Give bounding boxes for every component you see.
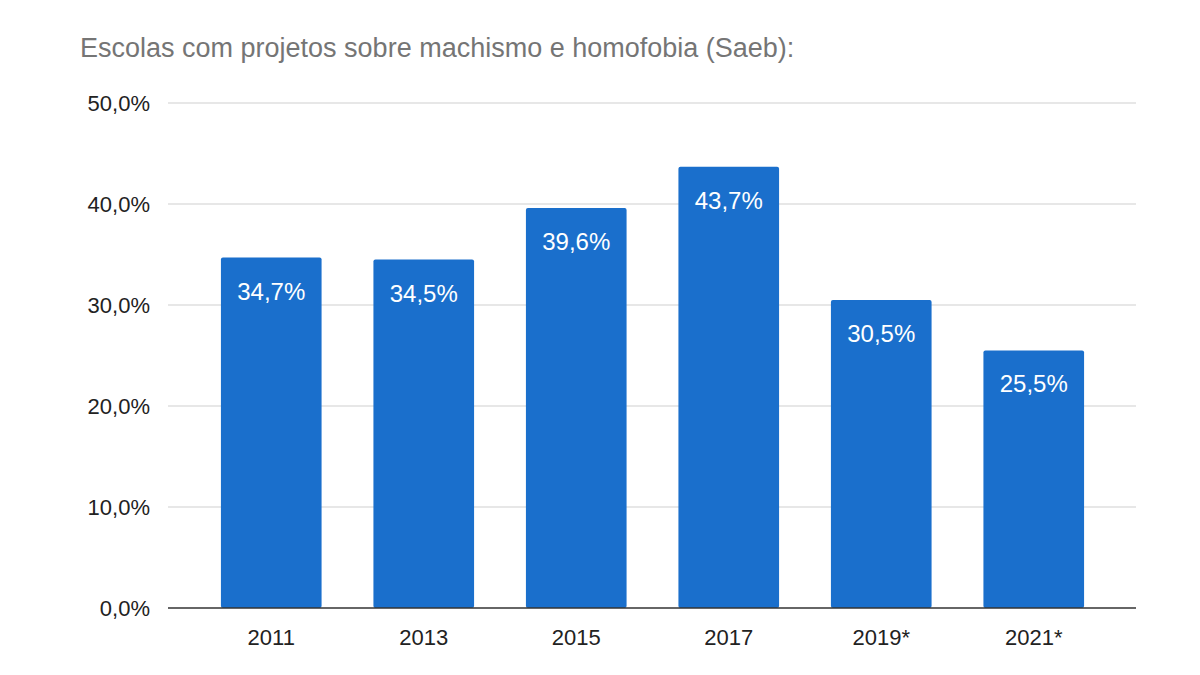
- y-tick-label: 20,0%: [88, 394, 150, 419]
- y-tick-label: 50,0%: [88, 91, 150, 116]
- grid-line: [168, 203, 1136, 204]
- data-label: 34,5%: [390, 280, 458, 307]
- y-tick-label: 40,0%: [88, 192, 150, 217]
- grid-line: [168, 102, 1136, 103]
- bar: [373, 260, 474, 608]
- chart-title: Escolas com projetos sobre machismo e ho…: [80, 33, 794, 63]
- data-label: 30,5%: [847, 320, 915, 347]
- data-label: 43,7%: [695, 187, 763, 214]
- bars: [221, 167, 1084, 608]
- bar: [983, 350, 1084, 608]
- bar: [221, 258, 322, 608]
- x-tick-label: 2011: [248, 625, 295, 650]
- bar: [678, 167, 779, 608]
- x-tick-label: 2021*: [1005, 625, 1063, 650]
- x-tick-label: 2019*: [852, 625, 910, 650]
- x-axis-line: [168, 607, 1136, 609]
- data-label: 39,6%: [542, 228, 610, 255]
- bar: [831, 300, 932, 608]
- x-tick-label: 2013: [399, 625, 448, 650]
- x-tick-label: 2015: [552, 625, 601, 650]
- bar: [526, 208, 627, 608]
- y-tick-label: 30,0%: [88, 293, 150, 318]
- chart-svg: Escolas com projetos sobre machismo e ho…: [0, 0, 1200, 675]
- data-labels: 34,7% 34,5% 39,6% 43,7% 30,5% 25,5%: [237, 187, 1068, 398]
- x-tick-label: 2017: [704, 625, 753, 650]
- data-label: 25,5%: [1000, 370, 1068, 397]
- data-label: 34,7%: [237, 278, 305, 305]
- y-tick-label: 0,0%: [100, 596, 150, 621]
- y-tick-label: 10,0%: [88, 495, 150, 520]
- chart-container: Escolas com projetos sobre machismo e ho…: [0, 0, 1200, 675]
